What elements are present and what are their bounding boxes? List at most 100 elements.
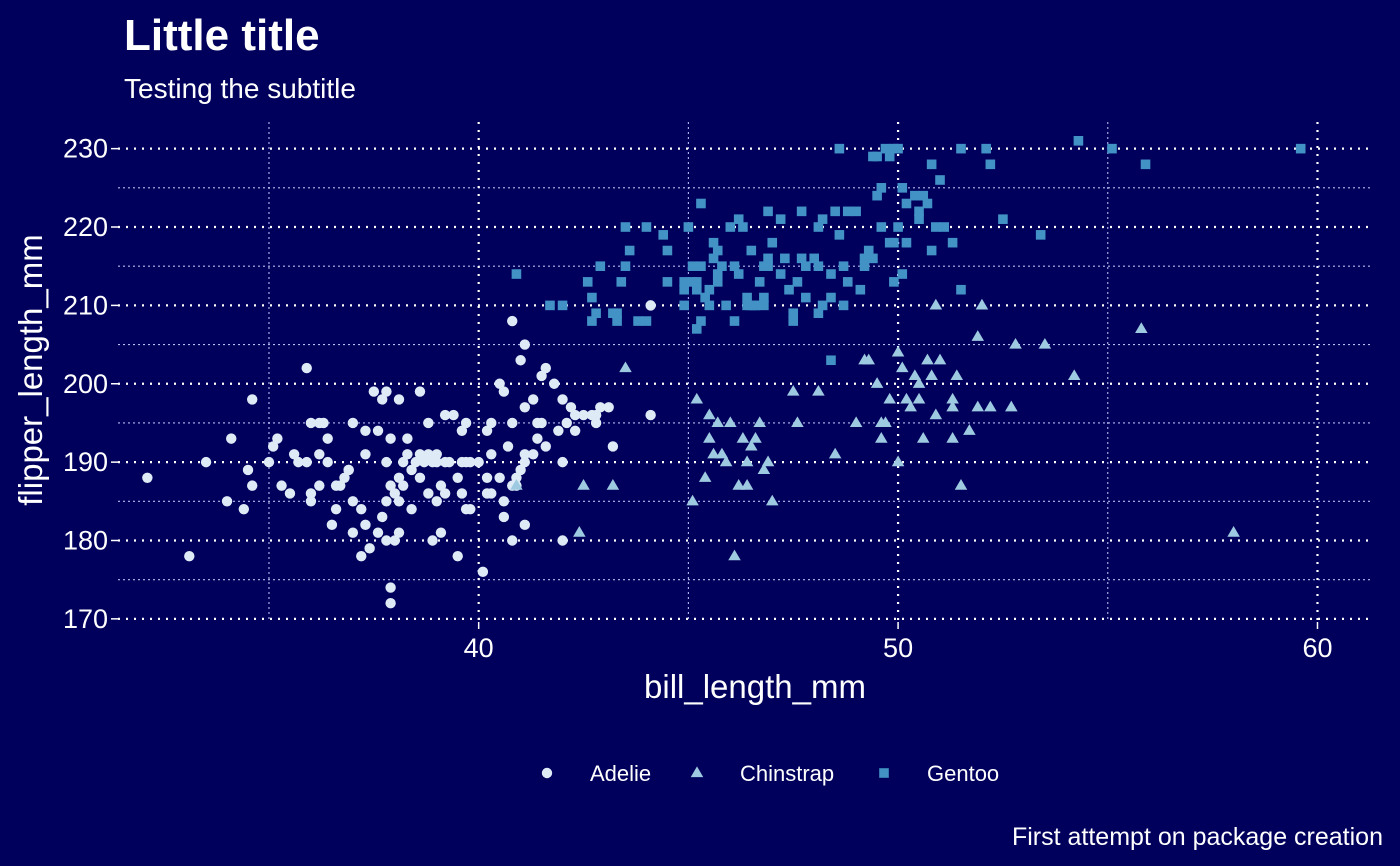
data-point-chinstrap: [749, 432, 762, 443]
y-tick-label: 190: [63, 447, 108, 477]
data-point-gentoo: [687, 261, 698, 272]
data-point-adelie: [305, 496, 317, 507]
data-point-gentoo: [926, 245, 937, 256]
data-point-adelie: [557, 535, 568, 546]
data-point-gentoo: [801, 292, 811, 303]
data-point-chinstrap: [728, 549, 741, 561]
data-point-adelie: [498, 496, 510, 507]
data-point-chinstrap: [971, 400, 985, 412]
legend-label: Adelie: [590, 761, 651, 786]
data-point-gentoo: [662, 245, 673, 256]
legend-key-chinstrap: [690, 766, 704, 778]
data-point-gentoo: [704, 300, 715, 311]
data-point-adelie: [347, 496, 359, 507]
data-point-gentoo: [587, 292, 597, 303]
data-point-chinstrap: [757, 463, 771, 475]
data-point-adelie: [410, 456, 421, 468]
data-point-adelie: [448, 409, 459, 421]
y-tick-label: 210: [63, 290, 108, 320]
data-point-gentoo: [914, 206, 924, 217]
data-point-gentoo: [826, 269, 836, 279]
data-point-chinstrap: [1009, 337, 1022, 349]
data-point-adelie: [326, 519, 338, 531]
data-point-gentoo: [813, 222, 824, 232]
data-point-adelie: [498, 386, 510, 397]
data-point-gentoo: [851, 206, 861, 217]
data-point-adelie: [414, 449, 426, 460]
data-point-adelie: [339, 472, 350, 483]
data-point-gentoo: [746, 245, 757, 256]
data-point-chinstrap: [707, 447, 720, 459]
data-point-adelie: [360, 519, 371, 531]
data-point-gentoo: [775, 269, 786, 279]
data-point-adelie: [456, 425, 468, 436]
data-point-adelie: [515, 355, 526, 366]
data-point-gentoo: [830, 206, 840, 217]
data-point-chinstrap: [703, 432, 716, 443]
data-point-adelie: [536, 417, 547, 429]
data-point-adelie: [494, 378, 505, 389]
data-point-gentoo: [817, 300, 828, 311]
data-point-gentoo: [712, 269, 723, 279]
data-point-gentoo: [712, 277, 723, 287]
data-point-adelie: [314, 449, 325, 460]
data-point-adelie: [452, 550, 463, 562]
data-point-adelie: [263, 456, 275, 468]
data-point-gentoo: [859, 261, 870, 272]
data-point-chinstrap: [929, 298, 943, 310]
data-point-adelie: [452, 472, 463, 483]
data-point-adelie: [427, 535, 438, 546]
data-point-chinstrap: [916, 432, 930, 443]
data-point-adelie: [393, 496, 405, 507]
data-point-gentoo: [889, 277, 899, 287]
data-point-chinstrap: [698, 471, 712, 482]
data-point-chinstrap: [724, 416, 737, 428]
data-point-chinstrap: [891, 455, 905, 467]
data-point-adelie: [238, 503, 250, 515]
data-point-gentoo: [901, 237, 912, 248]
data-point-gentoo: [641, 222, 652, 232]
data-point-gentoo: [1295, 143, 1306, 154]
data-point-adelie: [477, 566, 489, 578]
data-point-adelie: [569, 409, 581, 421]
data-point-adelie: [284, 488, 296, 499]
data-point-adelie: [368, 386, 380, 397]
data-point-gentoo: [729, 261, 740, 272]
data-point-adelie: [423, 449, 434, 460]
data-point-gentoo: [700, 292, 710, 303]
data-point-gentoo: [712, 245, 723, 256]
data-point-adelie: [603, 402, 614, 413]
data-point-chinstrap: [875, 432, 888, 443]
data-point-gentoo: [834, 143, 845, 154]
data-point-gentoo: [863, 245, 874, 256]
data-point-chinstrap: [896, 361, 909, 373]
data-point-adelie: [385, 597, 396, 609]
data-point-gentoo: [729, 316, 740, 326]
data-point-chinstrap: [715, 447, 729, 459]
data-point-adelie: [536, 370, 547, 382]
data-point-gentoo: [691, 324, 702, 334]
data-point-chinstrap: [732, 479, 745, 490]
data-point-adelie: [532, 433, 543, 444]
data-point-adelie: [276, 480, 287, 491]
data-point-chinstrap: [933, 353, 947, 365]
data-point-adelie: [397, 456, 409, 468]
data-point-gentoo: [763, 253, 773, 264]
data-point-adelie: [498, 511, 510, 523]
legend-item-adelie: Adelie: [541, 761, 651, 786]
data-point-gentoo: [679, 284, 689, 295]
data-point-chinstrap: [740, 479, 754, 490]
data-point-gentoo: [855, 284, 866, 295]
x-axis-ticks: 40 50 60: [464, 622, 1333, 663]
data-point-gentoo: [641, 316, 652, 326]
data-point-chinstrap: [870, 377, 884, 388]
data-point-adelie: [494, 472, 505, 483]
data-point-adelie: [389, 535, 401, 546]
data-point-adelie: [439, 488, 451, 499]
data-point-gentoo: [620, 261, 631, 272]
data-point-adelie: [406, 464, 417, 476]
data-point-gentoo: [750, 300, 761, 311]
data-point-gentoo: [801, 261, 811, 272]
data-point-chinstrap: [875, 416, 888, 428]
